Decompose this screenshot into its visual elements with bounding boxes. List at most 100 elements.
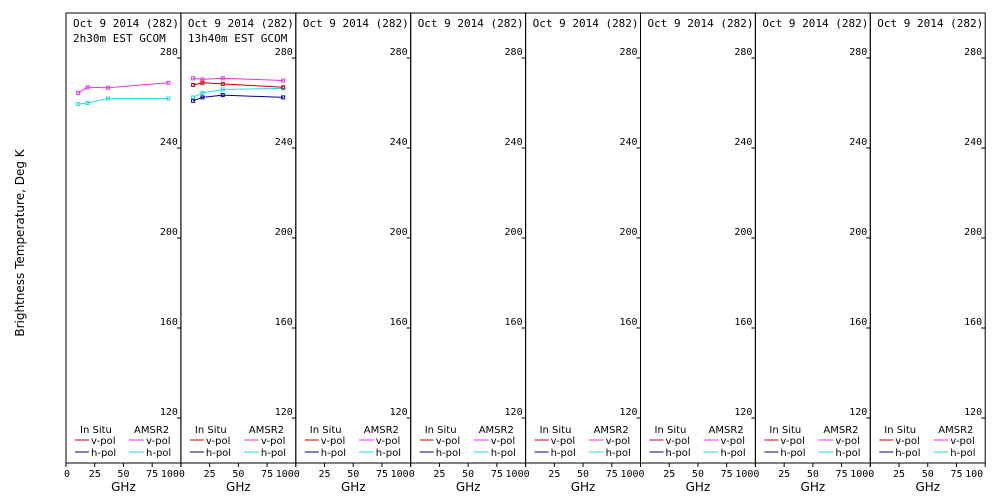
legend-insitu-header: In Situ [310,425,342,436]
x-axis-label: GHz [111,480,136,494]
legend-label-amsr2-h: h-pol [721,448,746,459]
y-tick-label: 120 [160,407,178,418]
x-tick-label: 50 [117,469,129,480]
legend-insitu-header: In Situ [769,425,801,436]
panel-title: Oct 9 2014 (282) [877,17,983,30]
panel-1: Oct 9 2014 (282) 2h30m EST GCOM 120 160 200 2… [64,12,182,494]
panel-frame [65,12,182,464]
x-axis-label: GHz [571,480,596,494]
y-tick-label: 280 [275,47,293,58]
y-tick-label: 200 [505,227,523,238]
legend-amsr2-header: AMSR2 [134,425,169,436]
y-tick-label: 200 [619,227,637,238]
series-line [192,87,284,98]
panel-title: Oct 9 2014 (282) [418,17,524,30]
panel-7: Oct 9 2014 (282) 120 160 200 240 280 0 25 50 75 10… [753,12,871,494]
series-point [166,80,171,85]
y-tick-label: 120 [734,407,752,418]
panel-2: Oct 9 2014 (282) 13h40m EST GCOM 120 160 200… [179,12,297,494]
x-tick-label: 25 [89,469,101,480]
y-tick-label: 200 [390,227,408,238]
y-tick-label: 240 [160,137,178,148]
y-tick-label: 160 [275,317,293,328]
legend-label-insitu-h: h-pol [895,448,920,459]
x-tick-label: 75 [261,469,273,480]
y-tick-label: 160 [964,317,982,328]
x-tick-label: 50 [577,469,589,480]
panel-frame [869,12,986,464]
series-point [76,90,81,95]
panel-5: Oct 9 2014 (282) 120 160 200 240 280 0 25 50 75 10… [524,12,641,494]
x-tick-label: 0 [179,469,185,480]
x-axis-label: GHz [226,480,251,494]
legend-label-amsr2-h: h-pol [376,448,401,459]
panel-6: Oct 9 2014 (282) 120 160 200 240 280 0 25 50 75 10… [639,12,756,494]
y-tick-label: 120 [505,407,523,418]
legend-label-insitu-v: v-pol [895,436,920,447]
x-tick-label: 50 [347,469,359,480]
y-tick-label: 160 [734,317,752,328]
x-tick-label: 25 [663,469,675,480]
x-tick-label: 100 [276,469,294,480]
x-tick-label: 75 [721,469,733,480]
x-tick-label: 100 [391,469,409,480]
series-point [85,85,90,90]
series-amsr2-v [191,76,286,83]
legend-label-insitu-h: h-pol [551,448,576,459]
legend-label-insitu-h: h-pol [666,448,691,459]
series-point [281,95,286,100]
legend-insitu-header: In Situ [655,425,687,436]
legend-label-amsr2-h: h-pol [491,448,516,459]
y-tick-label: 160 [160,317,178,328]
legend-label-insitu-h: h-pol [91,448,116,459]
x-tick-label: 0 [639,469,645,480]
y-tick-label: 120 [390,407,408,418]
legend-label-amsr2-v: v-pol [146,436,171,447]
panel-title: Oct 9 2014 (282) [73,17,179,30]
panel-frame [754,12,871,464]
legend-label-amsr2-v: v-pol [261,436,286,447]
x-axis-label: GHz [341,480,366,494]
y-tick-label: 200 [275,227,293,238]
x-tick-label: 25 [433,469,445,480]
legend-insitu-header: In Situ [195,425,227,436]
series-point [191,98,196,103]
panel-title: Oct 9 2014 (282) [303,17,409,30]
y-tick-label: 200 [734,227,752,238]
panel-frame [525,12,641,464]
x-axis-label: GHz [915,480,940,494]
y-tick-label: 160 [619,317,637,328]
y-tick-label: 120 [964,407,982,418]
y-tick-label: 240 [619,137,637,148]
x-tick-label: 50 [807,469,819,480]
series-line [77,82,169,94]
legend-label-insitu-v: v-pol [206,436,231,447]
y-tick-label: 240 [849,137,867,148]
legend-label-insitu-h: h-pol [780,448,805,459]
legend-label-insitu-v: v-pol [436,436,461,447]
x-tick-label: 50 [922,469,934,480]
series-line [192,94,284,102]
panel-3: Oct 9 2014 (282) 120 160 200 240 280 0 25 50 75 10… [294,12,412,494]
legend-label-amsr2-v: v-pol [376,436,401,447]
legend-label-amsr2-h: h-pol [606,448,631,459]
series-point [191,76,196,81]
x-tick-label: 100 [620,469,638,480]
x-tick-label: 100 [735,469,753,480]
legend-label-amsr2-v: v-pol [606,436,631,447]
y-axis-label: Brightness Temperature, Deg K [13,148,27,336]
panels-group: Oct 9 2014 (282) 2h30m EST GCOM 120 160 200 2… [64,12,986,494]
y-tick-label: 280 [849,47,867,58]
legend-amsr2-header: AMSR2 [594,425,629,436]
panel-title: Oct 9 2014 (282) [188,17,294,30]
legend-amsr2-header: AMSR2 [249,425,284,436]
y-tick-label: 160 [849,317,867,328]
legend-amsr2-header: AMSR2 [823,425,858,436]
series-point [220,76,225,81]
